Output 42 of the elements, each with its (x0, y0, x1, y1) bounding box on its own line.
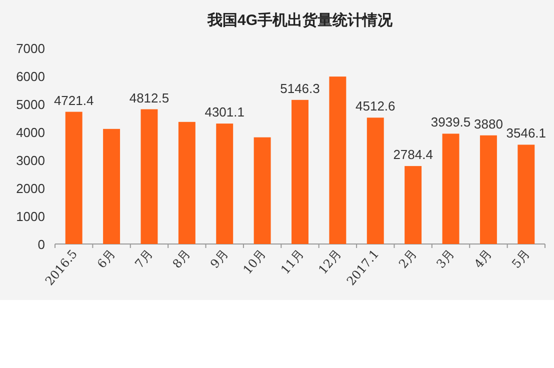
chart-title: 我国4G手机出货量统计情况 (206, 12, 394, 29)
bar (103, 128, 120, 244)
data-label: 4512.6 (356, 98, 396, 114)
data-label: 4812.5 (129, 90, 170, 106)
bar (404, 166, 422, 244)
x-tick-label: 6月 (94, 246, 118, 271)
x-tick-label: 8月 (170, 246, 194, 271)
data-label: 4301.1 (204, 104, 244, 120)
x-tick-label: 5月 (509, 246, 532, 271)
bar (480, 135, 497, 244)
x-tick-label: 11月 (278, 246, 306, 277)
y-tick-label: 4000 (16, 125, 45, 140)
x-tick-label: 10月 (240, 246, 269, 277)
y-tick-label: 6000 (16, 69, 45, 84)
bar (254, 137, 271, 244)
data-label: 5146.3 (280, 80, 320, 96)
x-tick-label: 9月 (208, 246, 231, 271)
data-label: 4721.4 (54, 92, 94, 108)
bar (178, 122, 196, 244)
bar (65, 112, 82, 244)
y-tick-label: 5000 (16, 97, 45, 112)
data-label: 3880 (474, 116, 503, 132)
bar (140, 109, 158, 244)
bar (518, 144, 535, 244)
x-tick-label: 7月 (132, 246, 156, 271)
bar (366, 118, 384, 244)
y-tick-label: 3000 (16, 153, 45, 168)
data-label: 2784.4 (393, 147, 433, 162)
bar (329, 76, 346, 244)
bar (292, 100, 308, 244)
bar (216, 124, 234, 244)
data-label: 3939.5 (430, 114, 471, 130)
data-label: 3546.1 (506, 126, 546, 141)
bar (442, 134, 460, 244)
x-tick-label: 3月 (434, 246, 458, 271)
x-tick-label: 4月 (471, 246, 495, 271)
y-tick-label: 2000 (16, 181, 45, 196)
x-tick-label: 12月 (316, 246, 344, 277)
x-tick-label: 2月 (396, 246, 420, 271)
y-tick-label: 0 (38, 237, 45, 252)
y-tick-label: 7000 (16, 41, 45, 56)
y-tick-label: 1000 (16, 209, 45, 224)
